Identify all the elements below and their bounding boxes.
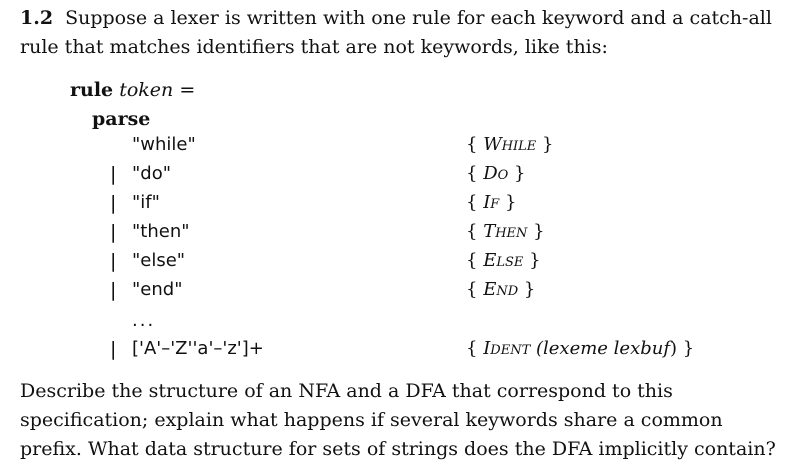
token-name: Else bbox=[483, 250, 524, 271]
exercise-intro: 1.2 Suppose a lexer is written with one r… bbox=[20, 4, 790, 62]
rule-header: rule token = bbox=[70, 79, 195, 101]
action-open-brace: { bbox=[466, 163, 484, 184]
rule-bar: | bbox=[110, 163, 117, 185]
token-name: While bbox=[483, 134, 537, 155]
token-name: End bbox=[483, 279, 519, 300]
exercise-question: Describe the structure of an NFA and a D… bbox=[20, 380, 776, 460]
rule-bar: | bbox=[110, 250, 117, 272]
rule-keyword: rule bbox=[70, 79, 114, 101]
rule-action: { Else } bbox=[466, 250, 541, 272]
rule-pattern: "else" bbox=[132, 250, 186, 271]
exercise-number: 1.2 bbox=[20, 7, 54, 29]
action-open-brace: { bbox=[466, 221, 484, 242]
action-close-brace: } bbox=[508, 163, 526, 184]
action-close-brace: } bbox=[518, 279, 536, 300]
token-name: Then bbox=[483, 221, 528, 242]
ellipsis: ... bbox=[132, 310, 156, 331]
rule-pattern: "do" bbox=[132, 163, 171, 184]
catch-all-bar: | bbox=[110, 338, 117, 360]
rule-bar: | bbox=[110, 279, 117, 301]
catch-all-action: { Ident (lexeme lexbuf) } bbox=[466, 338, 694, 360]
rule-pattern: "while" bbox=[132, 134, 196, 155]
catch-all-pattern: ['A'–'Z''a'–'z']+ bbox=[132, 338, 264, 359]
rule-pattern: "if" bbox=[132, 192, 160, 213]
rule-action: { End } bbox=[466, 279, 535, 301]
action-call: (lexeme lexbuf bbox=[530, 338, 671, 359]
intro-text: Suppose a lexer is written with one rule… bbox=[20, 7, 772, 58]
action-close-brace: ) } bbox=[670, 338, 695, 359]
action-open-brace: { bbox=[466, 279, 484, 300]
token-name: Do bbox=[483, 163, 509, 184]
parse-keyword: parse bbox=[92, 108, 151, 130]
action-open-brace: { bbox=[466, 338, 484, 359]
rule-bar: | bbox=[110, 221, 117, 243]
rule-action: { Do } bbox=[466, 163, 525, 185]
action-close-brace: } bbox=[523, 250, 541, 271]
action-open-brace: { bbox=[466, 134, 484, 155]
rule-action: { While } bbox=[466, 134, 553, 156]
action-close-brace: } bbox=[536, 134, 554, 155]
rule-pattern: "then" bbox=[132, 221, 190, 242]
rule-action: { Then } bbox=[466, 221, 545, 243]
token-ident: Ident bbox=[483, 338, 531, 359]
parse-header: parse bbox=[92, 108, 150, 130]
rule-bar: | bbox=[110, 192, 117, 214]
action-close-brace: } bbox=[527, 221, 545, 242]
rule-equals: = bbox=[179, 79, 196, 101]
action-close-brace: } bbox=[499, 192, 517, 213]
rule-name: token bbox=[119, 79, 174, 101]
rule-pattern: "end" bbox=[132, 279, 183, 300]
action-open-brace: { bbox=[466, 250, 484, 271]
action-open-brace: { bbox=[466, 192, 484, 213]
rule-action: { If } bbox=[466, 192, 517, 214]
token-name: If bbox=[483, 192, 500, 213]
